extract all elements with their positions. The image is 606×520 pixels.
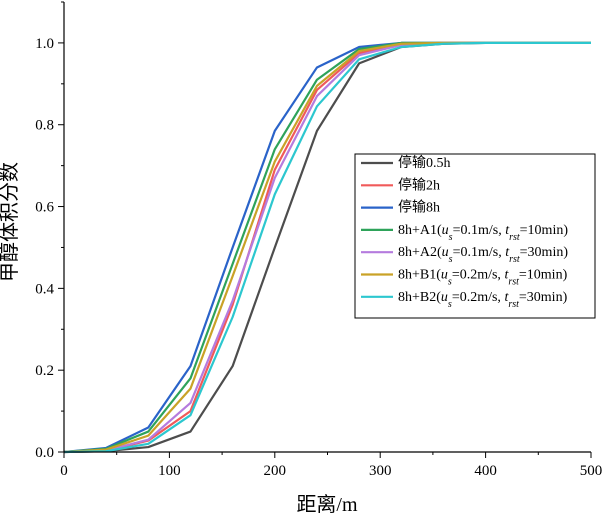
legend-label-6: 8h+B1(us=0.2m/s, trst=10min) — [398, 268, 568, 288]
y-tick-label-0: 0.0 — [35, 445, 54, 461]
y-tick-label-1: 0.2 — [35, 363, 54, 379]
legend-label-2: 停输2h — [398, 176, 440, 193]
x-tick-label-4: 400 — [474, 463, 497, 479]
series-line-7 — [63, 41, 591, 454]
legend-label-1: 停输0.5h — [398, 154, 451, 171]
y-tick-label-5: 1.0 — [35, 36, 54, 52]
legend: 停输0.5h 停输2h 停输8h 8h+A1(us=0.1m/s, trst=10mi… — [354, 153, 596, 319]
legend-label-4: 8h+A1(us=0.1m/s, trst=10min) — [398, 223, 568, 243]
plot-area: 0 100 200 300 400 500 0.0 0.2 0.4 0.6 0.8 1.0 — [35, 1, 603, 479]
legend-label-7: 8h+B2(us=0.2m/s, trst=30min) — [398, 290, 568, 310]
legend-label-5: 8h+A2(us=0.1m/s, trst=30min) — [398, 245, 568, 265]
y-axis-title: 甲醇体积分数 — [0, 162, 21, 282]
y-tick-label-3: 0.6 — [35, 200, 54, 216]
x-axis-title: 距离/m — [296, 493, 358, 516]
x-tick-label-0: 0 — [60, 463, 68, 479]
y-tick-label-2: 0.4 — [35, 281, 54, 297]
x-tick-label-5: 500 — [580, 463, 603, 479]
y-tick-label-4: 0.8 — [35, 118, 54, 134]
series-layer — [63, 41, 591, 454]
x-tick-label-3: 300 — [369, 463, 392, 479]
legend-label-3: 停输8h — [398, 199, 440, 216]
x-tick-label-2: 200 — [264, 463, 287, 479]
legend-box — [354, 153, 596, 319]
legend-items: 停输0.5h 停输2h 停输8h 8h+A1(us=0.1m/s, trst=10mi… — [361, 154, 568, 309]
ticks-layer: 0 100 200 300 400 500 0.0 0.2 0.4 0.6 0.8 1.0 — [35, 1, 603, 479]
x-tick-label-1: 100 — [158, 463, 181, 479]
